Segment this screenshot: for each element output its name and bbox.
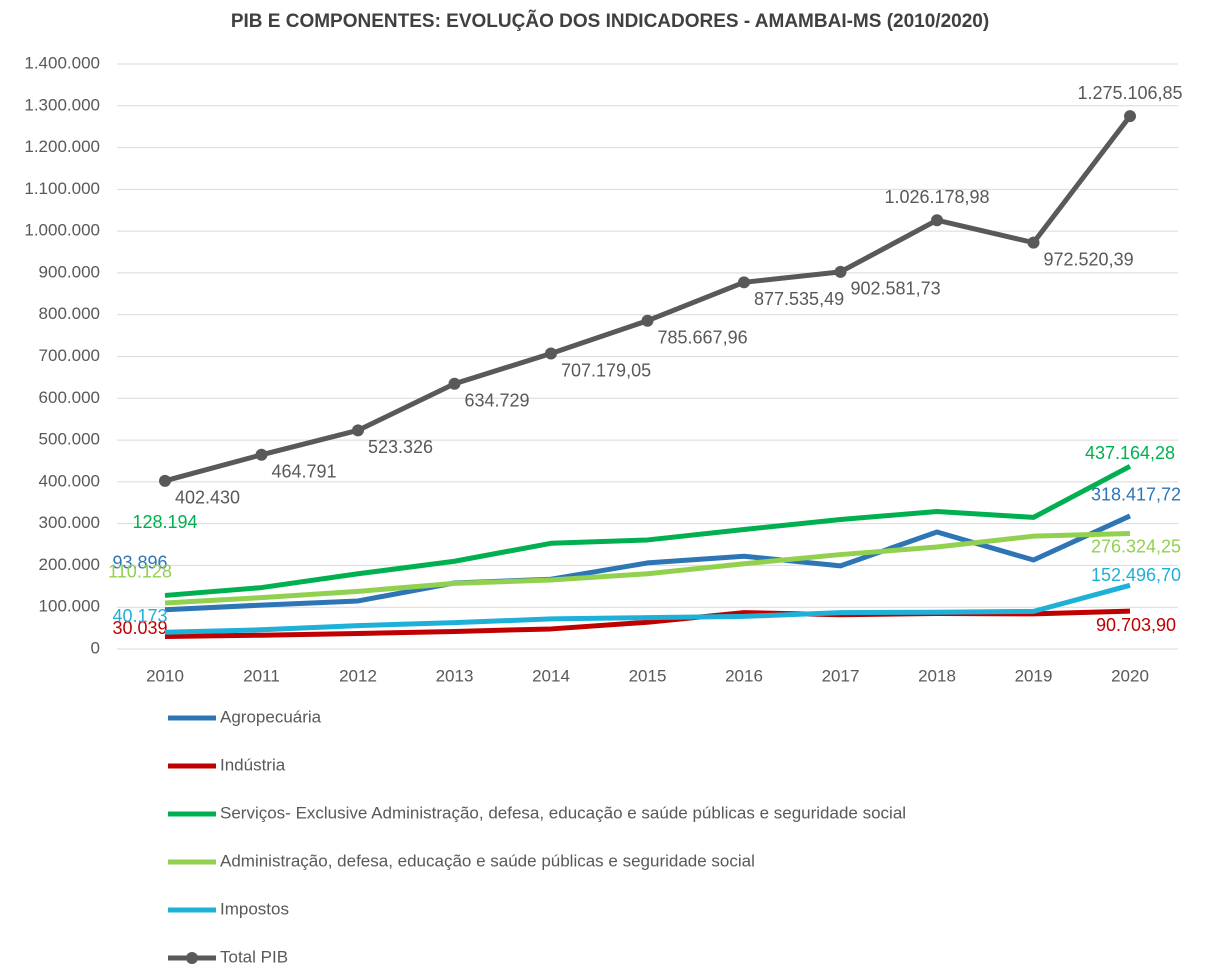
y-tick-label: 700.000 (39, 346, 100, 365)
series-line (164, 582, 1131, 635)
series-line (164, 464, 1132, 598)
data-label: 128.194 (132, 512, 197, 532)
data-label: 152.496,70 (1091, 565, 1181, 585)
x-tick-label: 2014 (532, 666, 570, 685)
point-marker (1027, 236, 1040, 249)
data-label: 523.326 (368, 437, 433, 457)
y-tick-label: 1.100.000 (24, 179, 100, 198)
y-tick-label: 400.000 (39, 471, 100, 490)
legend-label: Total PIB (220, 947, 288, 966)
legend-marker (186, 952, 198, 964)
data-label: 276.324,25 (1091, 536, 1181, 556)
data-label: 93.896 (112, 553, 167, 573)
point-marker (1124, 110, 1136, 123)
x-tick-label: 2010 (146, 666, 184, 685)
data-label: 30.039 (112, 618, 167, 638)
data-label: 634.729 (465, 391, 530, 411)
y-tick-label: 100.000 (39, 597, 100, 616)
y-tick-label: 1.400.000 (24, 53, 100, 72)
x-tick-label: 2017 (822, 666, 860, 685)
data-label: 90.703,90 (1096, 615, 1176, 635)
data-label: 464.791 (272, 462, 337, 482)
data-label: 972.520,39 (1044, 249, 1134, 269)
x-tick-label: 2015 (629, 666, 667, 685)
series-line (164, 114, 1132, 484)
data-label: 318.417,72 (1091, 485, 1181, 505)
x-tick-label: 2012 (339, 666, 377, 685)
y-tick-label: 0 (91, 638, 100, 657)
data-label: 1.026.178,98 (884, 187, 989, 207)
point-marker (545, 347, 557, 360)
point-marker (159, 474, 171, 487)
x-tick-label: 2011 (243, 666, 280, 685)
data-label: 40.173 (112, 606, 167, 626)
x-tick-label: 2016 (725, 666, 763, 685)
x-tick-label: 2018 (918, 666, 956, 685)
legend-label: Impostos (220, 899, 289, 918)
y-tick-label: 900.000 (39, 262, 100, 281)
data-label: 785.667,96 (658, 327, 748, 347)
point-marker (738, 276, 750, 289)
y-tick-label: 200.000 (39, 555, 100, 574)
y-tick-label: 600.000 (39, 388, 100, 407)
legend-label: Administração, defesa, educação e saúde … (220, 851, 755, 870)
point-marker (931, 214, 943, 227)
chart-title: PIB E COMPONENTES: EVOLUÇÃO DOS INDICADO… (231, 10, 989, 32)
data-label: 902.581,73 (851, 279, 941, 299)
x-tick-label: 2020 (1111, 666, 1149, 685)
y-tick-label: 800.000 (39, 304, 100, 323)
data-label: 707.179,05 (561, 360, 651, 380)
series-line (164, 608, 1131, 639)
y-tick-label: 300.000 (39, 513, 100, 532)
y-tick-label: 1.000.000 (24, 221, 100, 240)
legend-label: Serviços- Exclusive Administração, defes… (220, 803, 906, 822)
data-label: 110.128 (108, 562, 172, 582)
point-marker (641, 314, 654, 327)
point-marker (255, 448, 268, 461)
y-tick-label: 500.000 (39, 430, 100, 449)
x-tick-label: 2019 (1015, 666, 1053, 685)
data-label: 877.535,49 (754, 289, 844, 309)
legend-label: Agropecuária (220, 707, 322, 726)
series-line (164, 531, 1131, 606)
data-label: 402.430 (175, 488, 240, 508)
data-label: 437.164,28 (1085, 443, 1175, 463)
point-marker (448, 377, 461, 390)
y-tick-label: 1.300.000 (24, 95, 100, 114)
data-label: 1.275.106,85 (1077, 83, 1182, 103)
x-tick-label: 2013 (436, 666, 474, 685)
point-marker (352, 424, 364, 437)
legend-label: Indústria (220, 755, 286, 774)
y-tick-label: 1.200.000 (24, 137, 100, 156)
point-marker (834, 265, 847, 278)
